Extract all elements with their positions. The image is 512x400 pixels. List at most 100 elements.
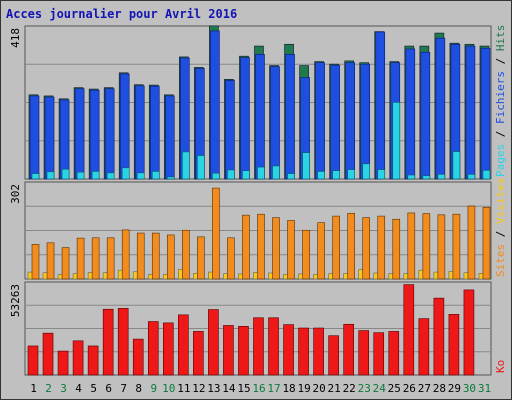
day-label-12: 12 [192,382,205,395]
bar-ko-day-2 [42,332,54,376]
bar-files-day-9 [149,85,160,180]
bar-ko-day-16 [253,317,264,376]
bar-files-day-24 [375,31,386,180]
bar-pages-day-26 [407,174,416,180]
bar-pages-day-29 [452,151,461,180]
bar-visits-day-8 [136,232,145,280]
bar-pages-day-23 [362,163,371,180]
bar-visits-day-29 [452,213,461,280]
bar-pages-day-17 [272,165,280,180]
bar-pages-day-1 [31,173,40,180]
bar-visits-day-10 [166,234,175,280]
bar-ko-day-26 [403,284,415,376]
bar-visits-day-22 [347,212,355,280]
bar-files-day-5 [89,89,100,180]
day-label-30: 30 [463,382,476,395]
y-max-label: 418 [9,28,22,48]
bar-visits-day-18 [287,220,295,280]
day-label-24: 24 [373,382,387,395]
legend-label-sites: Sites [494,244,507,277]
bar-pages-day-16 [257,166,265,180]
bar-ko-day-4 [72,340,84,376]
day-label-10: 10 [162,382,175,395]
bar-visits-day-28 [437,214,446,280]
day-label-9: 9 [150,382,157,395]
bar-ko-day-21 [328,335,339,376]
legend-label-visites: Visites [494,178,507,224]
day-label-20: 20 [313,382,326,395]
y-max-label: 53263 [9,284,22,317]
day-label-11: 11 [177,382,190,395]
bar-visits-day-31 [482,206,491,280]
side-legend-kbytes: Ko [494,360,507,373]
bar-files-day-23 [360,63,371,180]
bar-pages-day-18 [287,173,295,180]
bar-files-day-4 [74,88,85,180]
bar-visits-day-5 [91,237,100,280]
bar-ko-day-15 [238,326,249,376]
bar-pages-day-8 [136,172,145,180]
day-label-5: 5 [90,382,97,395]
bar-ko-day-3 [57,350,69,376]
legend-label-pages: Pages [494,144,507,177]
bar-ko-day-13 [208,309,219,376]
day-label-26: 26 [403,382,416,395]
day-label-31: 31 [478,382,491,395]
day-label-7: 7 [120,382,127,395]
day-label-22: 22 [343,382,356,395]
bar-ko-day-7 [117,308,129,376]
bar-ko-day-9 [147,321,159,376]
day-label-29: 29 [448,382,461,395]
bar-files-day-17 [270,66,280,180]
bar-ko-day-28 [433,297,445,376]
bar-visits-day-20 [317,222,325,280]
bar-pages-day-12 [197,155,205,180]
bar-files-day-30 [465,45,476,180]
bar-files-day-22 [345,62,355,180]
bar-pages-day-27 [422,175,431,180]
bar-pages-day-7 [121,167,130,180]
bar-files-day-14 [225,80,235,180]
day-label-13: 13 [207,382,220,395]
bar-pages-day-24 [377,169,386,180]
side-legend-visits-sites: Sites / Visites [494,178,507,277]
day-label-6: 6 [105,382,112,395]
bar-pages-day-25 [392,102,401,180]
bar-ko-day-18 [283,324,294,376]
bar-ko-day-1 [27,345,39,376]
bar-files-day-31 [480,47,491,180]
day-label-17: 17 [267,382,280,395]
bar-files-day-21 [330,64,340,180]
bar-visits-day-12 [197,236,205,280]
bar-ko-day-8 [132,338,144,376]
bar-files-day-7 [119,73,130,180]
bar-visits-day-2 [46,242,55,280]
bar-visits-day-9 [151,232,160,280]
bar-pages-day-5 [91,171,100,180]
bar-ko-day-5 [87,345,99,376]
bar-files-day-20 [315,62,325,180]
bar-ko-day-29 [448,314,460,376]
day-label-18: 18 [282,382,295,395]
bar-pages-day-9 [151,171,160,180]
day-label-1: 1 [30,382,37,395]
bar-pages-day-6 [106,172,115,180]
bar-ko-day-24 [373,332,385,376]
bar-files-day-8 [134,85,145,180]
bar-visits-day-21 [332,215,340,280]
bar-files-day-16 [255,54,265,180]
bar-files-day-1 [29,95,40,180]
bar-visits-day-6 [106,237,115,280]
day-label-15: 15 [237,382,250,395]
bar-pages-day-4 [76,171,85,180]
day-label-28: 28 [433,382,446,395]
bar-pages-day-22 [347,169,355,180]
bar-visits-day-15 [242,214,250,280]
bar-pages-day-14 [227,169,235,180]
bar-ko-day-20 [313,327,324,376]
bar-pages-day-10 [166,176,175,180]
bar-pages-day-11 [182,151,190,180]
bar-visits-day-16 [257,213,265,280]
